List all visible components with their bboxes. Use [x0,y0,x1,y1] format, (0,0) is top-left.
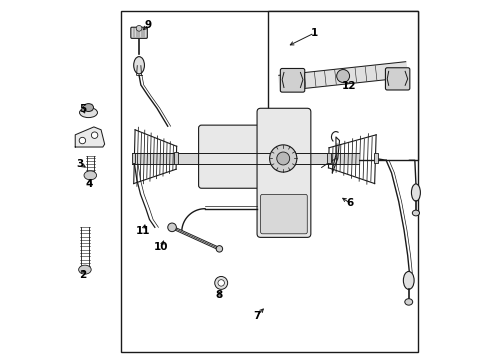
Circle shape [276,152,289,165]
Bar [131,153,359,164]
Text: 4: 4 [86,179,93,189]
Bar [373,153,377,163]
Ellipse shape [133,57,144,74]
Text: 6: 6 [346,198,353,208]
FancyBboxPatch shape [257,108,310,237]
Ellipse shape [79,265,91,274]
Circle shape [336,69,349,82]
Ellipse shape [80,108,97,118]
Bar [132,153,135,163]
Bar [326,153,330,163]
Ellipse shape [403,271,413,289]
Text: 12: 12 [341,81,356,91]
Circle shape [136,26,142,31]
Circle shape [167,223,176,231]
Circle shape [218,280,224,286]
FancyBboxPatch shape [260,194,306,234]
Polygon shape [75,127,104,147]
Circle shape [91,132,98,138]
Ellipse shape [410,184,420,201]
Circle shape [79,137,85,144]
FancyBboxPatch shape [131,27,147,39]
FancyBboxPatch shape [385,68,409,90]
Text: 5: 5 [79,104,86,114]
FancyBboxPatch shape [198,125,270,188]
FancyBboxPatch shape [280,68,304,92]
Text: 9: 9 [144,20,152,30]
Ellipse shape [411,210,419,216]
Ellipse shape [83,104,93,112]
Ellipse shape [84,171,96,180]
Circle shape [214,276,227,289]
Text: 11: 11 [136,226,150,236]
Text: 3: 3 [77,159,84,169]
Circle shape [269,145,296,172]
Bar [267,12,418,160]
Text: 10: 10 [154,242,168,252]
Bar [174,152,178,164]
Text: 2: 2 [79,270,86,280]
Text: 8: 8 [215,291,222,301]
Text: 1: 1 [310,28,317,38]
Circle shape [216,246,222,252]
Text: 7: 7 [253,311,260,320]
Ellipse shape [404,299,412,305]
Polygon shape [278,62,407,91]
Bar [121,12,418,352]
